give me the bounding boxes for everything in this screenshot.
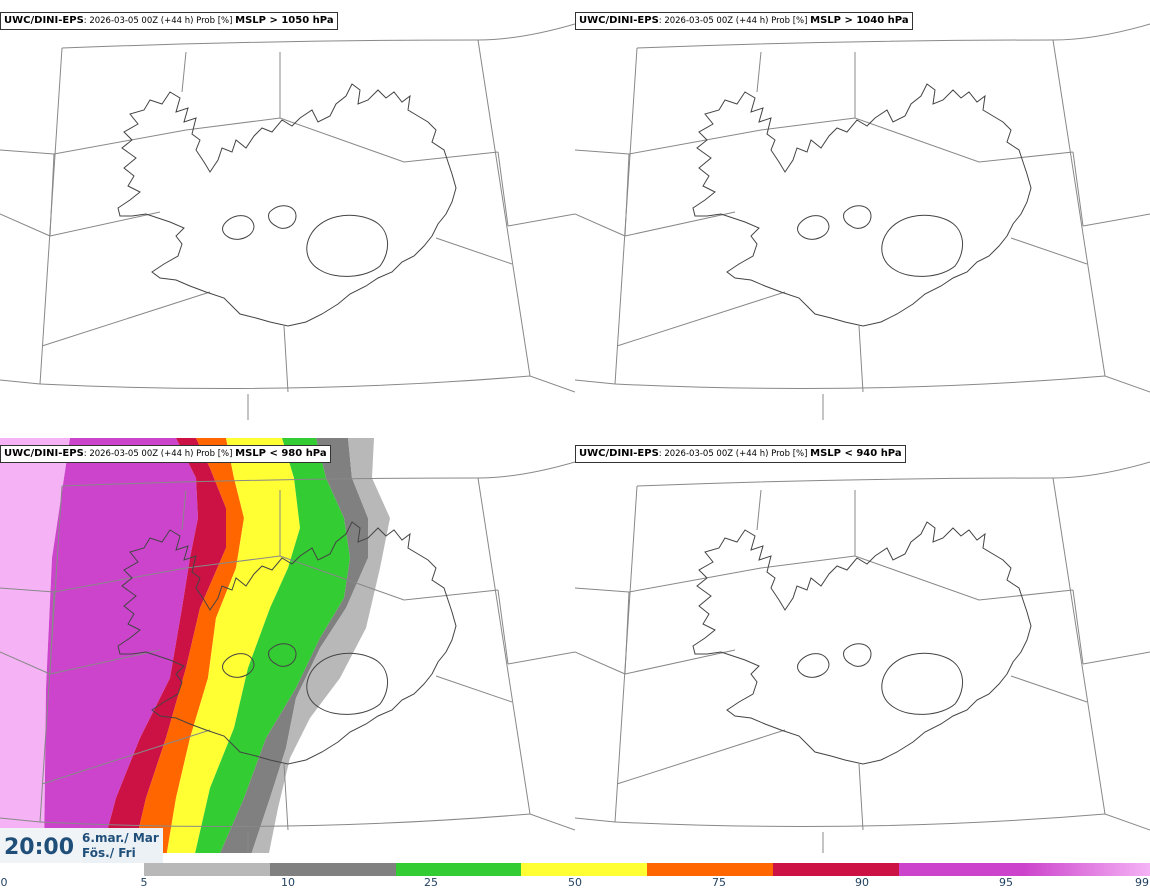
prob-band-25 (195, 438, 350, 853)
map-iceland-probability (0, 438, 575, 853)
panel-title: UWC/DINI-EPS: 2026-03-05 00Z (+44 h) Pro… (575, 12, 913, 30)
prob-band-5 (251, 438, 390, 853)
prob-band-99 (0, 438, 70, 853)
colorbar-tick-label: 50 (568, 876, 582, 889)
colorbar-segment (647, 863, 773, 876)
valid-time: 20:00 (0, 828, 83, 863)
colorbar-tick-label: 95 (999, 876, 1013, 889)
map-panel-mslp-lt-980: UWC/DINI-EPS: 2026-03-05 00Z (+44 h) Pro… (0, 433, 575, 853)
colorbar-tick-label: 10 (281, 876, 295, 889)
colorbar-tick-label: 5 (140, 876, 148, 889)
valid-date: 6.mar./ Mar Fös./ Fri (82, 831, 159, 861)
panel-title: UWC/DINI-EPS: 2026-03-05 00Z (+44 h) Pro… (575, 445, 906, 463)
map-panel-mslp-gt-1040: UWC/DINI-EPS: 2026-03-05 00Z (+44 h) Pro… (575, 0, 1150, 430)
valid-time-box: 20:00 6.mar./ Mar Fös./ Fri (0, 828, 163, 863)
colorbar-segment (898, 863, 1025, 876)
map-iceland (575, 461, 1150, 853)
colorbar-segment (521, 863, 647, 876)
colorbar-segment (395, 863, 522, 876)
panel-title: UWC/DINI-EPS: 2026-03-05 00Z (+44 h) Pro… (0, 445, 331, 463)
map-panel-mslp-gt-1050: UWC/DINI-EPS: 2026-03-05 00Z (+44 h) Pro… (0, 0, 575, 430)
colorbar-tick-label: 90 (855, 876, 869, 889)
colorbar-segment (269, 863, 396, 876)
colorbar-segment (144, 863, 270, 876)
prob-band-75 (133, 438, 244, 853)
colorbar-tick-label: 99 (1135, 876, 1149, 889)
map-iceland (0, 23, 575, 421)
map-panel-mslp-lt-940: UWC/DINI-EPS: 2026-03-05 00Z (+44 h) Pro… (575, 433, 1150, 853)
colorbar-tick-label: 25 (424, 876, 438, 889)
prob-band-90 (101, 438, 226, 853)
colorbar-tick-label: 0 (0, 876, 8, 889)
valid-date-line2: Fös./ Fri (82, 845, 136, 860)
colorbar-tick-label: 75 (712, 876, 726, 889)
valid-date-line1: 6.mar./ Mar (82, 830, 159, 845)
prob-band-95 (44, 438, 198, 853)
probability-colorbar (144, 863, 1150, 876)
map-iceland (575, 23, 1150, 421)
prob-band-50 (166, 438, 300, 853)
panel-title: UWC/DINI-EPS: 2026-03-05 00Z (+44 h) Pro… (0, 12, 338, 30)
colorbar-segment (1024, 863, 1150, 876)
colorbar-segment (772, 863, 899, 876)
colorbar-labels: 0 5 10 25 50 75 90 95 99 (0, 876, 1150, 891)
